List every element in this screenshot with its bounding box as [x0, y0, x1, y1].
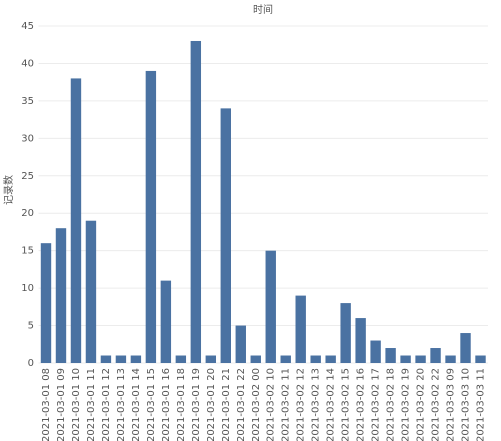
bar [70, 78, 82, 363]
bar [205, 355, 217, 363]
x-tick-label: 2021-03-01 15 [146, 368, 157, 441]
x-tick-label: 2021-03-01 08 [41, 368, 52, 441]
x-tick-label: 2021-03-02 15 [341, 368, 352, 441]
bar [235, 325, 246, 363]
bar [445, 355, 456, 363]
bar [340, 303, 351, 363]
y-tick-label: 0 [28, 358, 34, 369]
y-axis-label: 记录数 [2, 175, 15, 205]
x-tick-label: 2021-03-01 13 [116, 368, 127, 441]
x-tick-label: 2021-03-02 00 [251, 368, 262, 441]
x-tick-label: 2021-03-01 16 [161, 368, 172, 441]
y-tick-label: 30 [21, 133, 34, 144]
bar [415, 355, 426, 363]
bar [475, 355, 486, 363]
x-tick-label: 2021-03-02 19 [401, 368, 412, 441]
bar [355, 318, 366, 363]
x-tick-label: 2021-03-02 17 [371, 368, 382, 441]
bar [55, 228, 67, 363]
y-tick-label: 45 [21, 21, 34, 32]
bar [130, 355, 142, 363]
bar [325, 355, 336, 363]
bar [265, 250, 276, 363]
bar [370, 340, 381, 363]
x-tick-label: 2021-03-01 19 [191, 368, 202, 441]
bar [190, 40, 202, 363]
y-tick-label: 10 [21, 283, 34, 294]
bar [175, 355, 187, 363]
x-tick-label: 2021-03-01 12 [101, 368, 112, 441]
x-tick-label: 2021-03-02 22 [431, 368, 442, 441]
x-tick-label: 2021-03-02 10 [266, 368, 277, 441]
y-tick-label: 5 [28, 321, 34, 332]
x-tick-label: 2021-03-01 22 [236, 368, 247, 441]
y-tick-label: 20 [21, 208, 34, 219]
bar [280, 355, 291, 363]
bar [145, 70, 157, 363]
x-tick-label: 2021-03-03 11 [476, 368, 487, 441]
x-tick-label: 2021-03-01 20 [206, 368, 217, 441]
y-tick-label: 40 [21, 58, 34, 69]
y-tick-label: 25 [21, 171, 34, 182]
bar [85, 220, 97, 363]
x-tick-label: 2021-03-01 09 [56, 368, 67, 441]
y-tick-label: 35 [21, 96, 34, 107]
x-tick-label: 2021-03-01 14 [131, 368, 142, 441]
bar [385, 348, 396, 363]
bar [115, 355, 127, 363]
x-tick-label: 2021-03-02 11 [281, 368, 292, 441]
x-tick-label: 2021-03-02 12 [296, 368, 307, 441]
bar [460, 333, 471, 363]
x-tick-label: 2021-03-02 13 [311, 368, 322, 441]
bar [220, 108, 231, 363]
x-tick-label: 2021-03-03 09 [446, 368, 457, 441]
bar [250, 355, 261, 363]
bar [310, 355, 321, 363]
x-tick-label: 2021-03-01 10 [71, 368, 82, 441]
x-tick-label: 2021-03-01 21 [221, 368, 232, 441]
x-tick-label: 2021-03-03 10 [461, 368, 472, 441]
bar [400, 355, 411, 363]
x-tick-label: 2021-03-02 20 [416, 368, 427, 441]
x-tick-label: 2021-03-02 16 [356, 368, 367, 441]
x-tick-label: 2021-03-02 14 [326, 368, 337, 441]
chart-title: 时间 [253, 3, 273, 16]
x-tick-label: 2021-03-01 18 [176, 368, 187, 441]
bar [295, 295, 306, 363]
y-tick-label: 15 [21, 246, 34, 257]
x-tick-label: 2021-03-01 11 [86, 368, 97, 441]
bar [430, 348, 441, 363]
bar [100, 355, 112, 363]
bar [40, 243, 52, 363]
bar [160, 280, 172, 363]
x-tick-label: 2021-03-02 18 [386, 368, 397, 441]
